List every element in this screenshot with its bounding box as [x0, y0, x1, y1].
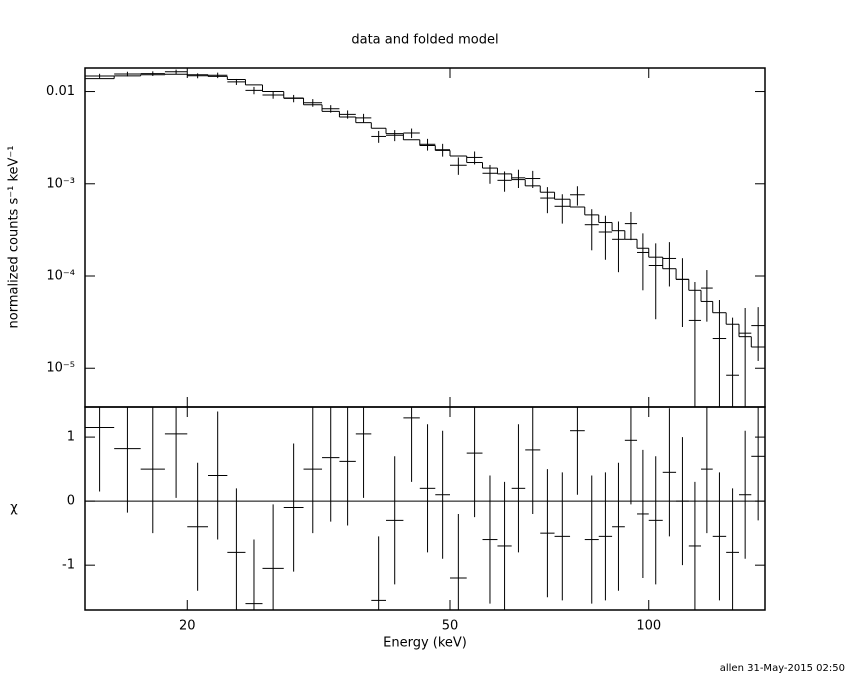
x-tick-label: 20: [179, 619, 196, 634]
y-tick-label: 0: [67, 494, 75, 509]
axes: 0.01 10⁻³ 10⁻⁴ 10⁻⁵ -1 0 1 20 50 100: [46, 67, 766, 634]
y-axis-label: χ: [10, 501, 18, 516]
x-tick-label: 50: [442, 619, 459, 634]
plot-frame: [84, 406, 766, 611]
y-axis-label: normalized counts s⁻¹ keV⁻¹: [7, 146, 22, 329]
y-tick-label: 10⁻⁴: [46, 269, 75, 284]
x-tick-label: 100: [636, 619, 661, 634]
chart-title: data and folded model: [351, 33, 498, 48]
y-tick-label: 0.01: [46, 84, 75, 99]
y-tick-label: 10⁻⁵: [46, 361, 75, 376]
x-axis-label: Energy (keV): [383, 636, 467, 651]
y-tick-label: 1: [67, 430, 75, 445]
footer: allen 31-May-2015 02:50: [720, 663, 845, 674]
y-tick-label: -1: [62, 558, 75, 573]
plot-frame: [84, 67, 766, 408]
y-tick-label: 10⁻³: [46, 176, 75, 191]
panel-data: [85, 69, 765, 407]
